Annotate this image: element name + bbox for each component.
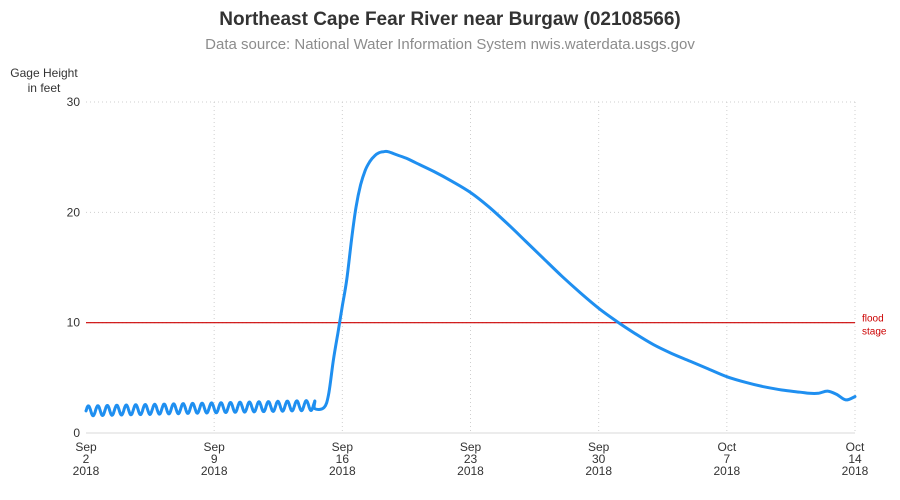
axis-layer: 0102030Sep22018Sep92018Sep162018Sep23201…	[67, 95, 869, 478]
x-tick-month: Sep	[460, 440, 482, 454]
chart-subtitle: Data source: National Water Information …	[205, 36, 695, 53]
x-tick-day: 9	[211, 452, 218, 466]
grid-layer	[86, 101, 856, 433]
x-tick-year: 2018	[201, 464, 228, 478]
y-tick-label: 20	[67, 205, 81, 219]
reference-line-layer: flood stage	[86, 314, 887, 338]
flood-stage-label-line2: stage	[862, 327, 887, 338]
x-tick-day: 23	[464, 452, 478, 466]
y-axis-label-line1: Gage Height	[10, 66, 78, 80]
x-tick-day: 7	[723, 452, 730, 466]
gage-height-series-line	[84, 149, 857, 418]
chart-title: Northeast Cape Fear River near Burgaw (0…	[219, 9, 680, 30]
x-tick-month: Oct	[717, 440, 736, 454]
x-tick-year: 2018	[585, 464, 612, 478]
y-axis-label-line2: in feet	[28, 81, 61, 95]
x-tick-month: Sep	[75, 440, 97, 454]
x-tick-day: 14	[848, 452, 862, 466]
y-tick-label: 10	[67, 316, 81, 330]
x-tick-day: 2	[83, 452, 90, 466]
x-tick-year: 2018	[73, 464, 100, 478]
x-tick-year: 2018	[329, 464, 356, 478]
x-tick-year: 2018	[457, 464, 484, 478]
x-tick-day: 30	[592, 452, 606, 466]
x-tick-month: Sep	[332, 440, 354, 454]
flood-stage-label-line1: flood	[862, 314, 884, 325]
x-tick-month: Sep	[588, 440, 610, 454]
x-tick-month: Oct	[846, 440, 865, 454]
x-tick-year: 2018	[713, 464, 740, 478]
y-tick-label: 0	[73, 426, 80, 440]
x-tick-month: Sep	[203, 440, 225, 454]
y-tick-label: 30	[67, 95, 81, 109]
x-tick-year: 2018	[842, 464, 869, 478]
series-layer	[84, 149, 857, 418]
x-tick-day: 16	[336, 452, 350, 466]
